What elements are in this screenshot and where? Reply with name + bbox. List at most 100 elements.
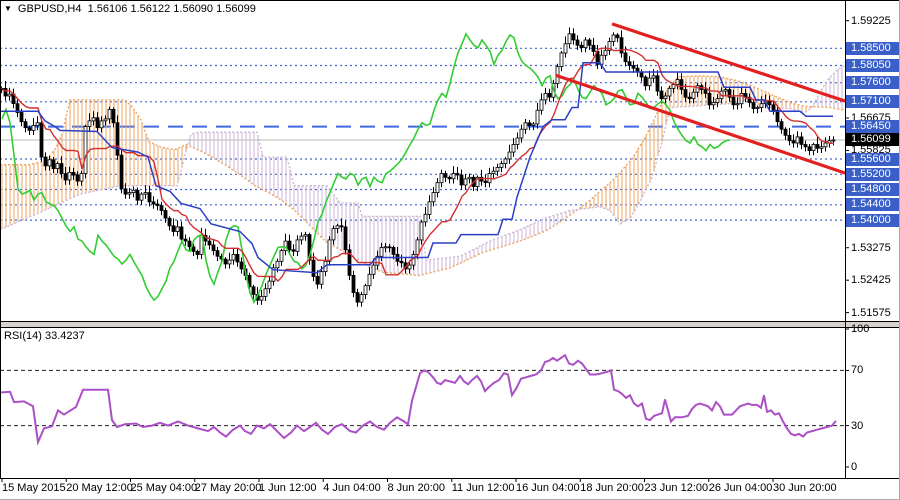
candle-body bbox=[531, 123, 536, 126]
rsi-axis-label: 30 bbox=[851, 419, 864, 432]
candle-body bbox=[283, 240, 288, 252]
level-price-tag: 1.56450 bbox=[846, 120, 899, 134]
rsi-panel[interactable] bbox=[0, 353, 845, 446]
candle-body bbox=[207, 240, 212, 246]
time-axis-label[interactable]: 20 May 12:00 bbox=[66, 482, 133, 494]
candle-body bbox=[47, 159, 52, 167]
candle-body bbox=[731, 96, 736, 106]
time-axis-label[interactable]: 11 Jun 12:00 bbox=[451, 482, 515, 494]
candle-body bbox=[431, 192, 436, 203]
time-axis-label[interactable]: 18 Jun 20:00 bbox=[580, 482, 644, 494]
candle-body bbox=[439, 173, 444, 184]
time-axis-label[interactable]: 27 May 20:00 bbox=[194, 482, 262, 494]
candle-body bbox=[787, 134, 792, 142]
candle-body bbox=[443, 173, 448, 178]
time-axis-label[interactable]: 8 Jun 20:00 bbox=[387, 482, 446, 494]
candle-body bbox=[691, 91, 696, 100]
candle-body bbox=[143, 192, 148, 195]
candle-body bbox=[423, 213, 428, 223]
rsi-axis-label: 70 bbox=[851, 364, 864, 377]
candle-body bbox=[463, 178, 468, 186]
time-axis-label[interactable]: 16 Jun 04:00 bbox=[516, 482, 580, 494]
candle-body bbox=[311, 259, 316, 277]
candle-body bbox=[675, 79, 680, 85]
candle-body bbox=[147, 192, 152, 203]
candle-body bbox=[447, 176, 452, 180]
candle-body bbox=[723, 89, 728, 92]
candle-body bbox=[183, 238, 188, 242]
current-price-tag: 1.56099 bbox=[846, 133, 899, 147]
kijun-sen-line bbox=[0, 62, 833, 274]
candle-body bbox=[187, 240, 192, 248]
descending-trendline[interactable] bbox=[555, 73, 861, 180]
candle-body bbox=[331, 228, 336, 241]
rsi-line bbox=[0, 353, 837, 446]
candle-body bbox=[391, 247, 396, 255]
candle-body bbox=[815, 144, 820, 149]
candle-body bbox=[475, 176, 480, 187]
time-axis-label[interactable]: 30 Jun 20:00 bbox=[773, 482, 837, 494]
candle-body bbox=[15, 103, 20, 113]
time-axis-label[interactable]: 25 May 04:00 bbox=[130, 482, 198, 494]
candle-body bbox=[563, 43, 568, 54]
candle-body bbox=[415, 239, 420, 255]
candle-body bbox=[587, 39, 592, 46]
candle-body bbox=[399, 260, 404, 264]
candle-body bbox=[559, 52, 564, 68]
candle-body bbox=[451, 173, 456, 180]
candle-body bbox=[175, 226, 180, 232]
candle-body bbox=[139, 193, 144, 201]
time-axis-label[interactable]: 15 May 2015 bbox=[2, 482, 66, 494]
rsi-axis-label: 100 bbox=[851, 323, 870, 335]
senkou-span-b-line bbox=[0, 64, 845, 261]
candle-body bbox=[823, 142, 828, 148]
candle-body bbox=[671, 84, 676, 89]
candle-body bbox=[27, 127, 32, 131]
candle-body bbox=[767, 100, 772, 106]
candle-body bbox=[215, 250, 220, 257]
quote-close: 1.56099 bbox=[216, 3, 256, 15]
candle-body bbox=[571, 33, 576, 41]
candle-body bbox=[95, 117, 100, 129]
candle-body bbox=[615, 34, 620, 39]
candle-body bbox=[67, 171, 72, 181]
time-axis-label[interactable]: 26 Jun 04:00 bbox=[708, 482, 773, 494]
candle-body bbox=[499, 163, 504, 168]
symbol-dropdown-icon[interactable]: ▼ bbox=[4, 4, 12, 13]
time-axis-label[interactable]: 1 Jun 12:00 bbox=[259, 482, 317, 494]
candle-body bbox=[131, 189, 136, 194]
panel-splitter[interactable] bbox=[0, 321, 900, 327]
chart-title: ▼ GBPUSD,H4 1.56106 1.56122 1.56090 1.560… bbox=[4, 3, 256, 15]
candle-body bbox=[803, 144, 808, 148]
candle-body bbox=[291, 249, 296, 252]
candle-body bbox=[227, 259, 232, 265]
candle-body bbox=[811, 144, 816, 151]
candle-body bbox=[783, 128, 788, 136]
candle-body bbox=[407, 264, 412, 270]
candle-body bbox=[775, 109, 780, 122]
candle-body bbox=[543, 93, 548, 101]
price-axis-label: 1.53275 bbox=[851, 241, 891, 254]
candle-body bbox=[511, 144, 516, 153]
candle-body bbox=[127, 192, 132, 195]
level-price-tag: 1.57100 bbox=[846, 95, 899, 109]
candle-body bbox=[231, 253, 236, 261]
time-axis-label[interactable]: 4 Jun 04:00 bbox=[323, 482, 381, 494]
main-chart-panel[interactable] bbox=[0, 27, 845, 307]
candle-body bbox=[119, 154, 124, 190]
candle-body bbox=[71, 171, 76, 176]
candle-body bbox=[523, 122, 528, 130]
candle-body bbox=[495, 166, 500, 172]
descending-trendline[interactable] bbox=[611, 22, 861, 108]
candle-body bbox=[467, 176, 472, 180]
candle-body bbox=[535, 109, 540, 125]
candle-body bbox=[755, 107, 760, 110]
candle-body bbox=[211, 244, 216, 251]
candle-body bbox=[23, 121, 28, 129]
candle-body bbox=[167, 217, 172, 227]
price-axis-label: 1.59225 bbox=[851, 14, 891, 27]
time-axis-label[interactable]: 23 Jun 12:00 bbox=[644, 482, 709, 494]
candle-body bbox=[135, 189, 140, 201]
candle-body bbox=[263, 288, 268, 297]
